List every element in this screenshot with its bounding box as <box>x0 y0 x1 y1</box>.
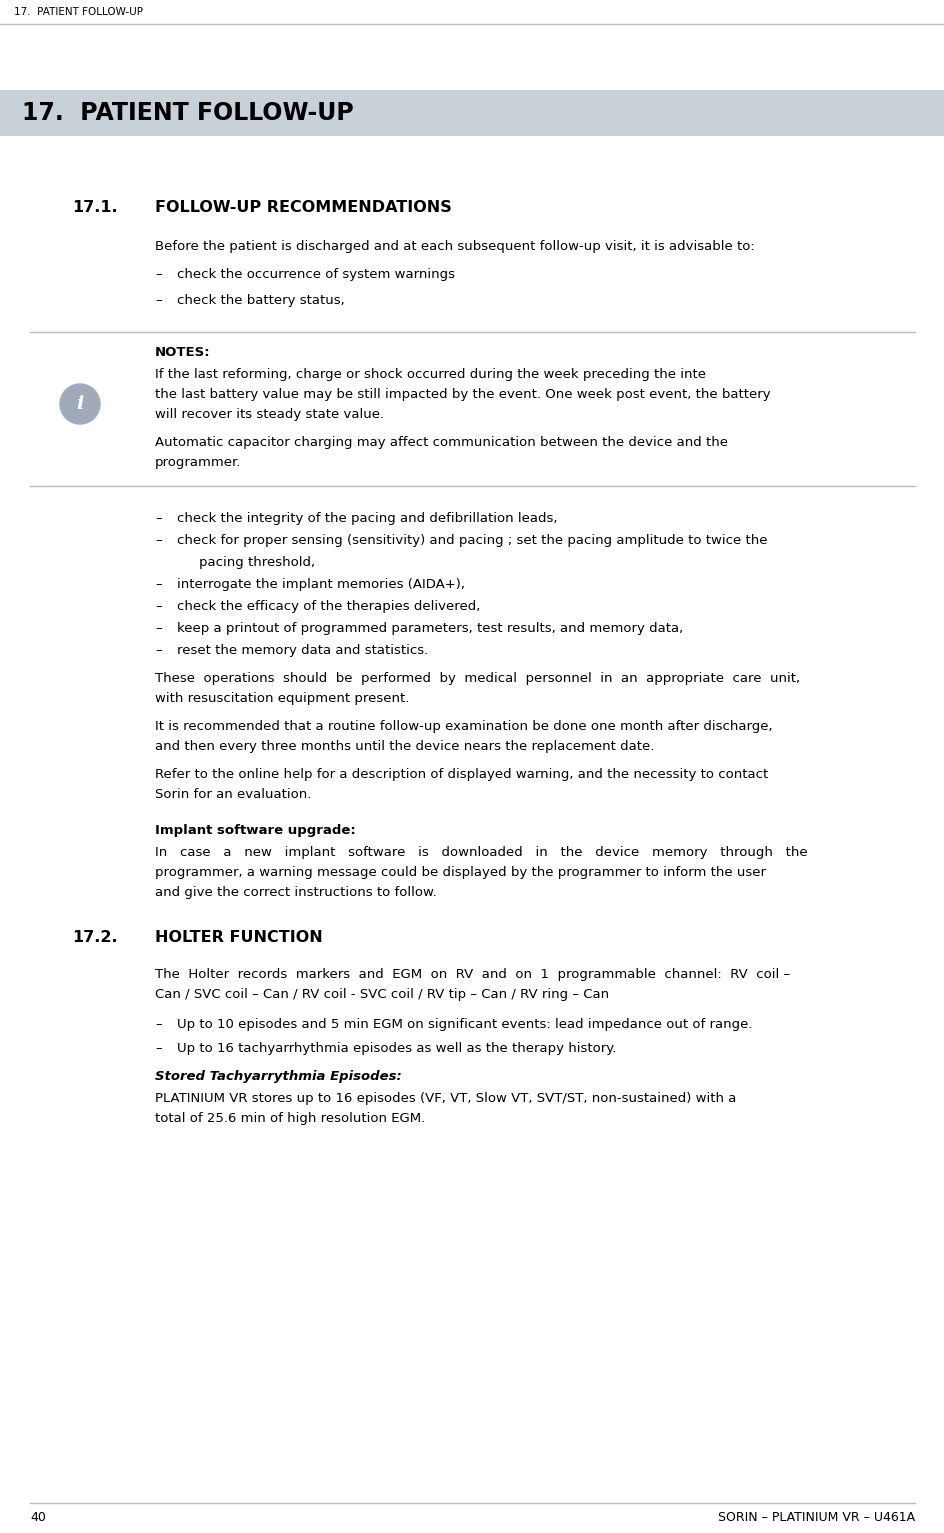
Text: –: – <box>155 1018 161 1032</box>
Text: check the occurrence of system warnings: check the occurrence of system warnings <box>177 268 454 281</box>
Text: Automatic capacitor charging may affect communication between the device and the: Automatic capacitor charging may affect … <box>155 435 727 449</box>
Text: These  operations  should  be  performed  by  medical  personnel  in  an  approp: These operations should be performed by … <box>155 671 800 685</box>
Text: –: – <box>155 512 161 524</box>
Text: keep a printout of programmed parameters, test results, and memory data,: keep a printout of programmed parameters… <box>177 622 683 635</box>
Text: Stored Tachyarrythmia Episodes:: Stored Tachyarrythmia Episodes: <box>155 1070 401 1082</box>
Text: check the battery status,: check the battery status, <box>177 294 345 307</box>
Text: SORIN – PLATINIUM VR – U461A: SORIN – PLATINIUM VR – U461A <box>717 1512 914 1524</box>
Text: Before the patient is discharged and at each subsequent follow-up visit, it is a: Before the patient is discharged and at … <box>155 241 754 253</box>
Text: will recover its steady state value.: will recover its steady state value. <box>155 408 383 422</box>
Text: check the integrity of the pacing and defibrillation leads,: check the integrity of the pacing and de… <box>177 512 557 524</box>
Text: –: – <box>155 622 161 635</box>
Text: Refer to the online help for a description of displayed warning, and the necessi: Refer to the online help for a descripti… <box>155 768 767 780</box>
Text: Up to 10 episodes and 5 min EGM on significant events: lead impedance out of ran: Up to 10 episodes and 5 min EGM on signi… <box>177 1018 751 1032</box>
Text: Implant software upgrade:: Implant software upgrade: <box>155 825 355 837</box>
Text: reset the memory data and statistics.: reset the memory data and statistics. <box>177 644 428 658</box>
Text: the last battery value may be still impacted by the event. One week post event, : the last battery value may be still impa… <box>155 388 769 402</box>
Text: –: – <box>155 268 161 281</box>
Text: –: – <box>155 599 161 613</box>
Text: with resuscitation equipment present.: with resuscitation equipment present. <box>155 691 409 705</box>
Text: In   case   a   new   implant   software   is   downloaded   in   the   device  : In case a new implant software is downlo… <box>155 846 807 858</box>
Text: If the last reforming, charge or shock occurred during the week preceding the in: If the last reforming, charge or shock o… <box>155 368 705 382</box>
Text: PLATINIUM VR stores up to 16 episodes (VF, VT, Slow VT, SVT/ST, non-sustained) w: PLATINIUM VR stores up to 16 episodes (V… <box>155 1091 735 1105</box>
Text: –: – <box>155 533 161 547</box>
Text: check for proper sensing (sensitivity) and pacing ; set the pacing amplitude to : check for proper sensing (sensitivity) a… <box>177 533 767 547</box>
Text: i: i <box>76 396 84 412</box>
Circle shape <box>59 383 100 425</box>
Text: 17.  PATIENT FOLLOW-UP: 17. PATIENT FOLLOW-UP <box>22 101 353 126</box>
Text: –: – <box>155 294 161 307</box>
Text: The  Holter  records  markers  and  EGM  on  RV  and  on  1  programmable  chann: The Holter records markers and EGM on RV… <box>155 967 789 981</box>
Text: Up to 16 tachyarrhythmia episodes as well as the therapy history.: Up to 16 tachyarrhythmia episodes as wel… <box>177 1042 615 1055</box>
Bar <box>0 90 944 136</box>
Bar <box>0 0 944 25</box>
Text: programmer.: programmer. <box>155 455 241 469</box>
Text: HOLTER FUNCTION: HOLTER FUNCTION <box>155 931 323 944</box>
Text: It is recommended that a routine follow-up examination be done one month after d: It is recommended that a routine follow-… <box>155 721 772 733</box>
Text: check the efficacy of the therapies delivered,: check the efficacy of the therapies deli… <box>177 599 480 613</box>
Text: 17.  PATIENT FOLLOW-UP: 17. PATIENT FOLLOW-UP <box>14 8 143 17</box>
Text: 17.2.: 17.2. <box>72 931 117 944</box>
Text: Can / SVC coil – Can / RV coil - SVC coil / RV tip – Can / RV ring – Can: Can / SVC coil – Can / RV coil - SVC coi… <box>155 987 609 1001</box>
Text: NOTES:: NOTES: <box>155 346 211 359</box>
Text: interrogate the implant memories (AIDA+),: interrogate the implant memories (AIDA+)… <box>177 578 464 592</box>
Text: –: – <box>155 644 161 658</box>
Text: programmer, a warning message could be displayed by the programmer to inform the: programmer, a warning message could be d… <box>155 866 766 878</box>
Text: and give the correct instructions to follow.: and give the correct instructions to fol… <box>155 886 436 898</box>
Text: Sorin for an evaluation.: Sorin for an evaluation. <box>155 788 311 802</box>
Text: FOLLOW-UP RECOMMENDATIONS: FOLLOW-UP RECOMMENDATIONS <box>155 199 451 215</box>
Text: and then every three months until the device nears the replacement date.: and then every three months until the de… <box>155 740 653 753</box>
Text: 17.1.: 17.1. <box>72 199 117 215</box>
Text: –: – <box>155 578 161 592</box>
Text: pacing threshold,: pacing threshold, <box>199 556 314 569</box>
Text: –: – <box>155 1042 161 1055</box>
Text: total of 25.6 min of high resolution EGM.: total of 25.6 min of high resolution EGM… <box>155 1111 425 1125</box>
Text: 40: 40 <box>30 1512 46 1524</box>
